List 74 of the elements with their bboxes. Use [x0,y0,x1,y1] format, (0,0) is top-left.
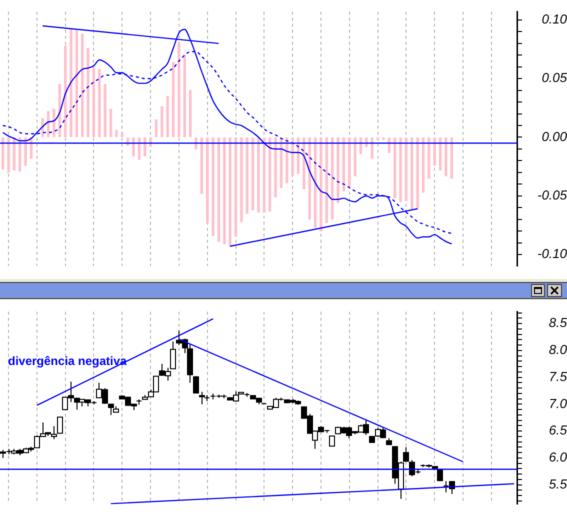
bar [183,54,186,138]
y-tick-label: 0.05 [542,70,567,86]
bar [257,137,260,213]
bar [320,137,322,232]
bar [228,137,232,247]
bar [138,137,141,160]
bar [7,137,10,173]
bar [212,137,214,236]
y-tick-label: 0.00 [542,128,567,144]
bar [166,96,169,138]
bar [331,137,334,220]
bar [268,137,272,212]
bar [422,137,425,193]
bar [354,137,356,176]
bar [86,48,90,138]
bar [120,132,124,138]
bar [348,137,351,187]
bar [194,137,198,150]
bar [376,137,380,140]
bar [394,137,396,199]
bar [70,29,72,138]
y-tick-label: 0.10 [542,12,567,27]
bar [115,130,118,138]
bar [325,137,328,224]
bar [104,84,106,138]
bar [217,137,220,242]
bar [81,34,84,138]
bar [404,137,408,201]
bar [154,119,158,138]
bar [144,137,146,156]
bar [132,137,135,156]
bar [410,137,414,210]
bar [206,137,209,224]
y-tick-label: 5.5 [548,476,567,492]
y-tick-label: 6.5 [548,422,567,438]
bar [428,137,430,179]
bar [172,62,175,138]
bar [92,68,96,138]
bar [399,137,402,202]
bar [342,137,346,192]
bar [188,90,192,138]
bar [444,137,448,176]
bar [262,137,266,213]
bar [416,137,419,210]
bar [98,68,101,138]
bar [246,137,248,214]
y-tick-label: 6.0 [548,450,567,465]
y-tick-label: 8.0 [548,342,567,358]
annotation: divergência negativa [8,354,128,368]
y-tick-label: 8.5 [548,315,567,330]
bar [200,137,204,194]
bar [52,108,56,138]
bar [160,106,164,138]
bar [251,137,254,210]
bar [234,137,238,236]
bar [302,137,306,190]
bar [382,137,385,140]
bar [75,30,78,138]
y-tick-label: -0.05 [537,187,567,202]
bar [109,108,112,138]
y-tick-label: -0.10 [537,246,567,262]
bar [24,137,27,166]
bar [274,137,277,198]
bar [450,137,453,179]
bar [433,137,436,166]
bar [336,137,340,204]
y-tick-label: 7.0 [548,396,567,411]
bar [438,137,442,170]
bar [365,137,368,147]
bar [178,42,180,138]
y-tick-label: 7.5 [548,368,567,384]
bar [2,137,4,170]
bar [223,137,226,244]
bar [240,137,243,222]
